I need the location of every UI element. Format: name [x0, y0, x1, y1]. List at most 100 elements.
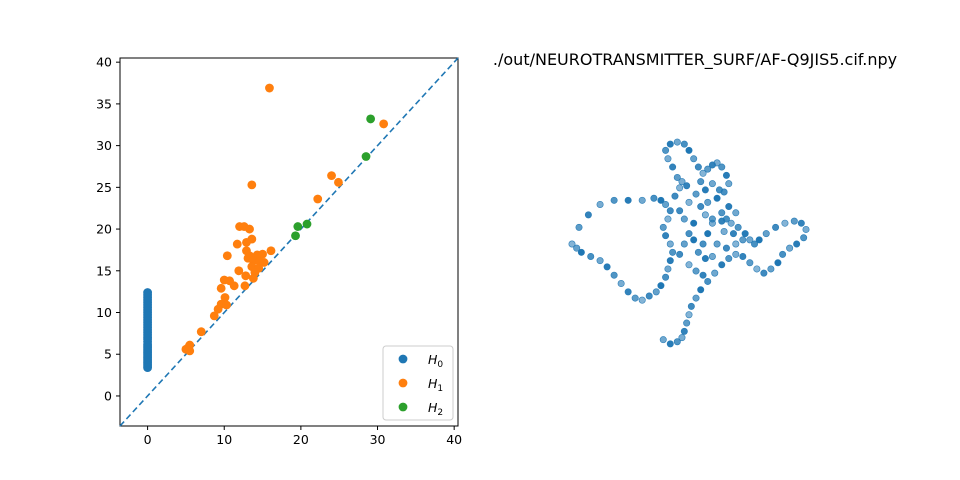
cloud-point: [624, 196, 632, 204]
cloud-point: [683, 182, 691, 190]
point-h2: [291, 231, 300, 241]
legend-label-h2: H2: [428, 400, 443, 418]
cloud-point: [739, 236, 747, 244]
cloud-point: [664, 155, 672, 163]
cloud-point: [669, 248, 677, 256]
cloud-point: [722, 171, 730, 179]
cloud-point: [685, 261, 693, 269]
cloud-point: [664, 215, 672, 223]
point-h1: [266, 246, 276, 256]
cloud-point: [718, 209, 726, 217]
cloud-point: [711, 269, 719, 277]
cloud-point: [680, 240, 688, 248]
point-h1: [222, 251, 232, 261]
cloud-point: [722, 244, 730, 252]
cloud-point: [587, 252, 595, 260]
cloud-point: [708, 219, 716, 227]
point-h2: [302, 219, 312, 229]
point-h1: [265, 83, 274, 93]
cloud-point: [603, 263, 611, 271]
cloud-point: [725, 203, 733, 211]
x-tick-label: 0: [144, 432, 152, 447]
cloud-point: [692, 267, 700, 275]
cloud-point: [708, 252, 716, 260]
point-h1: [247, 180, 257, 190]
point-h1: [327, 171, 336, 181]
cloud-point: [638, 296, 646, 304]
cloud-point: [699, 169, 707, 177]
point-h1: [196, 327, 206, 337]
legend-box: [382, 345, 454, 421]
cloud-point: [573, 244, 581, 252]
series-h1: [181, 83, 389, 356]
legend-marker-h0: [398, 354, 408, 364]
legend: H0 H1 H2: [382, 345, 454, 421]
point-cloud-panel: ./out/NEUROTRANSMITTER_SURF/AF-Q9JIS5.ci…: [493, 50, 897, 348]
cloud-point: [751, 240, 759, 248]
cloud-point: [720, 228, 728, 236]
cloud-point: [755, 236, 763, 244]
point-h2: [366, 114, 376, 124]
cloud-point: [685, 146, 693, 154]
cloud-point: [725, 255, 733, 263]
series-h0: [143, 288, 152, 372]
point-h1: [247, 234, 257, 244]
cloud-point: [680, 327, 688, 335]
point-h1: [241, 271, 251, 281]
cloud-point: [697, 286, 705, 294]
cloud-point: [575, 223, 583, 231]
legend-label-h1: H1: [428, 376, 443, 394]
cloud-point: [676, 184, 684, 192]
cloud-point: [676, 250, 684, 258]
cloud-point: [685, 198, 693, 206]
y-tick-label: 20: [96, 222, 112, 237]
cloud-point: [666, 340, 674, 348]
cloud-point: [673, 338, 681, 346]
point-h1: [259, 258, 269, 267]
cloud-point: [753, 265, 761, 273]
cloud-point: [673, 173, 681, 181]
legend-marker-h1: [398, 378, 408, 388]
y-tick-label: 35: [96, 96, 112, 111]
point-h1: [240, 281, 250, 291]
point-h1: [209, 311, 219, 321]
cloud-point: [666, 257, 674, 265]
cloud-point: [685, 230, 693, 238]
cloud-point: [781, 219, 789, 227]
persistence-diagram: 0 10 20 30 40 0 5 10 15 20 25 30 35 40 H0 H1 H2: [96, 55, 462, 447]
cloud-point: [734, 223, 742, 231]
cloud-title: ./out/NEUROTRANSMITTER_SURF/AF-Q9JIS5.ci…: [493, 50, 897, 70]
point-h1: [245, 224, 254, 234]
cloud-point: [779, 250, 787, 258]
cloud-point: [692, 190, 700, 198]
cloud-point: [704, 165, 712, 173]
cloud-point: [713, 159, 721, 167]
point-h1: [232, 239, 242, 249]
point-h1: [334, 177, 343, 187]
cloud-point: [662, 273, 670, 281]
cloud-point: [596, 257, 604, 265]
cloud-point: [664, 265, 672, 273]
cloud-point: [683, 319, 691, 327]
cloud-point: [669, 163, 677, 171]
cloud-point: [690, 236, 698, 244]
cloud-point: [699, 240, 707, 248]
data-points: [143, 83, 389, 372]
y-tick-label: 5: [104, 347, 112, 362]
cloud-point: [678, 178, 686, 186]
cloud-point: [662, 200, 670, 208]
cloud-point: [596, 200, 604, 208]
cloud-point: [662, 232, 670, 240]
x-tick-label: 40: [446, 432, 462, 447]
cloud-point: [729, 230, 737, 238]
cloud-point: [666, 207, 674, 215]
cloud-point: [767, 265, 775, 273]
cloud-point: [772, 223, 780, 231]
cloud-point: [704, 198, 712, 206]
cloud-point: [722, 215, 730, 223]
cloud-point: [790, 217, 798, 225]
point-h2: [293, 222, 303, 231]
y-tick-label: 25: [96, 180, 112, 195]
point-h1: [222, 300, 231, 310]
cloud-point: [678, 334, 686, 342]
